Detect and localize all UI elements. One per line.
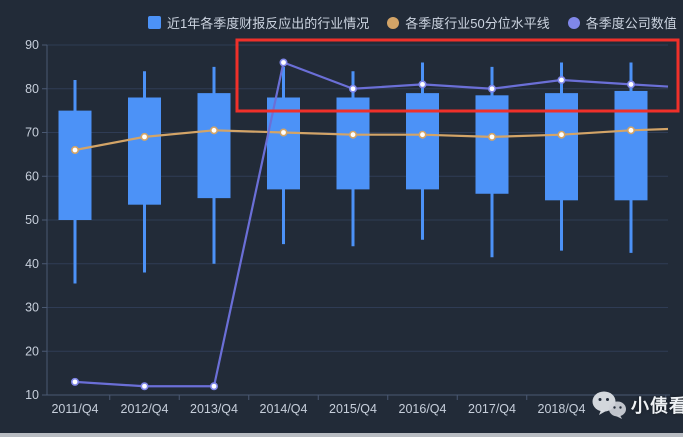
legend-label: 各季度行业50分位水平线 — [405, 16, 550, 31]
y-tick-label: 80 — [25, 82, 39, 96]
candlestick[interactable] — [197, 93, 231, 199]
company-value-point[interactable] — [348, 84, 357, 93]
median-point[interactable] — [71, 146, 80, 155]
median-line — [74, 127, 669, 152]
legend-item-median-line[interactable]: 各季度行业50分位水平线 — [387, 13, 550, 32]
median-point[interactable] — [348, 130, 357, 139]
company-value-line — [74, 61, 669, 388]
company-value-point[interactable] — [626, 80, 635, 89]
y-tick-label: 40 — [25, 257, 39, 271]
median-point[interactable] — [140, 132, 149, 141]
legend-label: 近1年各季度财报反应出的行业情况 — [167, 16, 370, 31]
candlestick[interactable] — [406, 93, 439, 190]
y-tick-label: 10 — [25, 388, 39, 402]
median-point[interactable] — [487, 132, 496, 141]
y-tick-label: 90 — [25, 38, 39, 52]
legend-item-industry-range[interactable]: 近1年各季度财报反应出的行业情况 — [148, 13, 369, 32]
company-value-point[interactable] — [71, 377, 80, 386]
legend-label: 各季度公司数值 — [585, 16, 677, 31]
candlestick[interactable] — [614, 90, 648, 201]
candlestick[interactable] — [128, 97, 161, 205]
highlight-annotation-rect — [235, 38, 680, 113]
x-tick-label: 2018/Q4 — [538, 402, 586, 416]
y-tick-label: 70 — [25, 126, 39, 140]
company-value-point[interactable] — [487, 84, 496, 93]
candlestick[interactable] — [58, 110, 92, 220]
legend-circle-icon — [567, 16, 580, 29]
x-tick-label: 2012/Q4 — [121, 402, 169, 416]
x-tick-label: 2015/Q4 — [329, 402, 377, 416]
median-point[interactable] — [557, 130, 566, 139]
bottom-scrollbar[interactable] — [0, 433, 683, 437]
x-tick-label: 2017/Q4 — [468, 402, 516, 416]
company-value-point[interactable] — [140, 382, 149, 391]
wechat-icon — [592, 391, 626, 419]
x-tick-label: 2016/Q4 — [399, 402, 447, 416]
company-value-point[interactable] — [557, 76, 566, 85]
median-point[interactable] — [279, 128, 288, 137]
candlestick[interactable] — [545, 93, 578, 201]
candlestick[interactable] — [336, 97, 370, 190]
y-tick-label: 50 — [25, 213, 39, 227]
company-value-point[interactable] — [279, 58, 288, 67]
median-point[interactable] — [210, 126, 219, 135]
legend-square-icon — [148, 16, 161, 29]
y-tick-label: 30 — [25, 301, 39, 315]
watermark-text: 小债看市 — [631, 396, 683, 416]
x-tick-label: 2013/Q4 — [190, 402, 238, 416]
median-point[interactable] — [418, 130, 427, 139]
company-value-point[interactable] — [418, 80, 427, 89]
x-tick-label: 2014/Q4 — [260, 402, 308, 416]
watermark: 小债看市 — [591, 390, 683, 420]
y-tick-label: 20 — [25, 344, 39, 358]
legend-item-company-value[interactable]: 各季度公司数值 — [567, 13, 677, 32]
y-tick-label: 60 — [25, 169, 39, 183]
company-value-point[interactable] — [210, 382, 219, 391]
median-point[interactable] — [626, 126, 635, 135]
legend-circle-icon — [387, 16, 400, 29]
x-tick-label: 2011/Q4 — [51, 402, 98, 416]
chart-legend: 近1年各季度财报反应出的行业情况 各季度行业50分位水平线 各季度公司数值 — [148, 13, 677, 32]
